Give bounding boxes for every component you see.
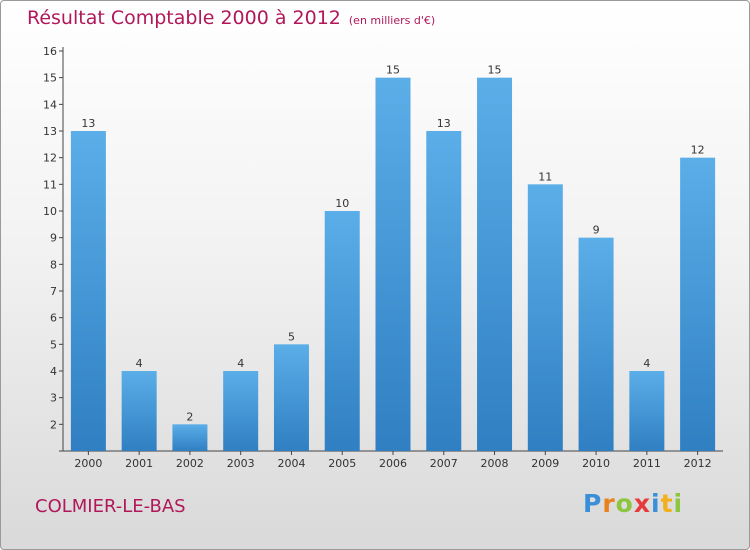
bar-2010 bbox=[578, 237, 614, 451]
bar-2000 bbox=[70, 131, 106, 451]
x-tick-label-2002: 2002 bbox=[176, 457, 204, 470]
bar-2008 bbox=[477, 77, 513, 452]
x-tick-label-2004: 2004 bbox=[277, 457, 305, 470]
bar-2009 bbox=[527, 184, 563, 452]
bar-2011 bbox=[629, 371, 665, 451]
bar-2012 bbox=[680, 157, 716, 451]
x-tick-label-2010: 2010 bbox=[582, 457, 610, 470]
x-tick-label-2007: 2007 bbox=[430, 457, 458, 470]
value-label-2012: 12 bbox=[691, 144, 705, 157]
x-tick-label-2005: 2005 bbox=[328, 457, 356, 470]
x-tick-label-2011: 2011 bbox=[633, 457, 661, 470]
logo-letter: P bbox=[583, 489, 603, 518]
x-tick-label-2003: 2003 bbox=[227, 457, 255, 470]
y-tick-label: 9 bbox=[50, 232, 57, 245]
y-tick-label: 4 bbox=[50, 365, 57, 378]
y-tick-label: 14 bbox=[43, 98, 57, 111]
value-label-2000: 13 bbox=[81, 117, 95, 130]
bar-2005 bbox=[324, 211, 360, 451]
value-label-2005: 10 bbox=[335, 197, 349, 210]
logo-letter: r bbox=[602, 489, 616, 518]
y-tick-label: 3 bbox=[50, 392, 57, 405]
value-label-2006: 15 bbox=[386, 64, 400, 77]
x-tick-label-2001: 2001 bbox=[125, 457, 153, 470]
logo-letter: i bbox=[673, 489, 684, 518]
value-label-2011: 4 bbox=[643, 357, 650, 370]
value-label-2002: 2 bbox=[186, 410, 193, 423]
y-tick-label: 10 bbox=[43, 205, 57, 218]
value-label-2001: 4 bbox=[136, 357, 143, 370]
value-label-2010: 9 bbox=[593, 224, 600, 237]
y-tick-label: 12 bbox=[43, 152, 57, 165]
y-tick-label: 2 bbox=[50, 418, 57, 431]
y-tick-label: 13 bbox=[43, 125, 57, 138]
y-tick-label: 7 bbox=[50, 285, 57, 298]
bar-2006 bbox=[375, 77, 411, 452]
logo-letter: x bbox=[633, 489, 651, 518]
y-tick-label: 11 bbox=[43, 178, 57, 191]
chart-title: Résultat Comptable 2000 à 2012 (en millie… bbox=[27, 7, 435, 29]
y-tick-label: 15 bbox=[43, 72, 57, 85]
bar-2001 bbox=[121, 371, 157, 451]
value-label-2009: 11 bbox=[538, 170, 552, 183]
bar-2007 bbox=[426, 131, 462, 451]
bar-2003 bbox=[223, 371, 259, 451]
value-label-2004: 5 bbox=[288, 330, 295, 343]
value-label-2008: 15 bbox=[488, 64, 502, 77]
x-tick-label-2006: 2006 bbox=[379, 457, 407, 470]
logo-letter: o bbox=[615, 489, 634, 518]
x-tick-label-2012: 2012 bbox=[684, 457, 712, 470]
x-tick-label-2000: 2000 bbox=[74, 457, 102, 470]
y-tick-label: 16 bbox=[43, 45, 57, 58]
x-tick-label-2008: 2008 bbox=[481, 457, 509, 470]
commune-name: COLMIER-LE-BAS bbox=[35, 496, 186, 517]
y-tick-label: 5 bbox=[50, 338, 57, 351]
value-label-2007: 13 bbox=[437, 117, 451, 130]
chart-title-main: Résultat Comptable 2000 à 2012 bbox=[27, 7, 341, 29]
proxiti-logo: Proxiti bbox=[583, 489, 683, 518]
x-tick-label-2009: 2009 bbox=[531, 457, 559, 470]
logo-letter: i bbox=[651, 489, 661, 518]
value-label-2003: 4 bbox=[237, 357, 244, 370]
y-tick-label: 8 bbox=[50, 258, 57, 271]
y-tick-label: 6 bbox=[50, 312, 57, 325]
logo-letter: t bbox=[660, 489, 674, 518]
bar-2004 bbox=[273, 344, 309, 451]
bar-2002 bbox=[172, 424, 208, 451]
chart-subtitle: (en milliers d'€) bbox=[348, 14, 436, 27]
